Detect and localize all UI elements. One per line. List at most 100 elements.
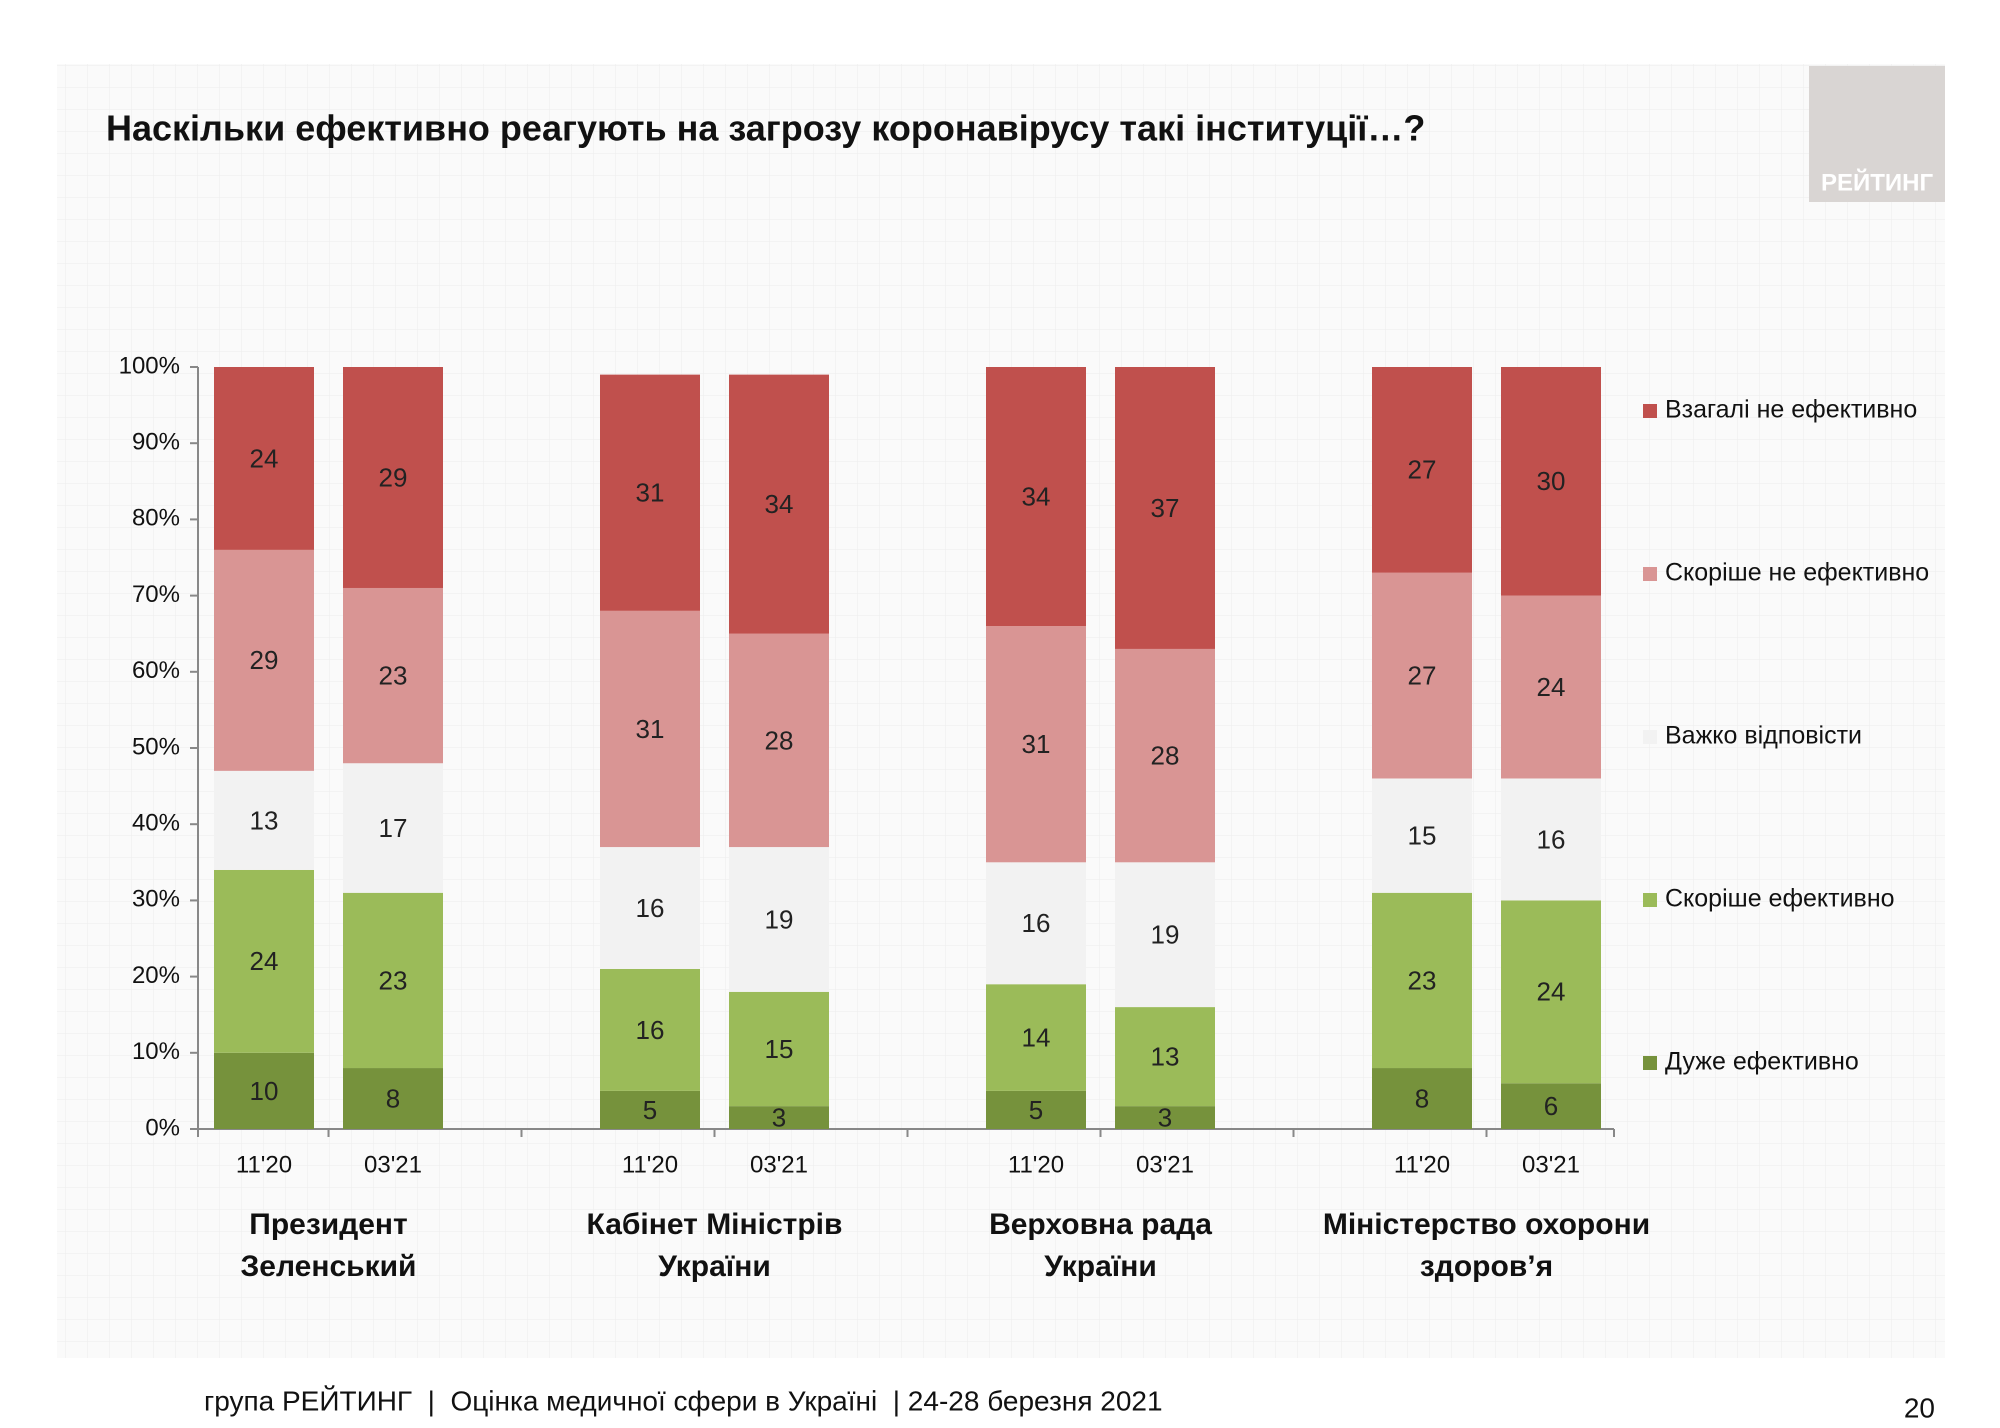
- y-tick-label: 90%: [132, 429, 180, 456]
- bar-segment: [1115, 1106, 1215, 1129]
- y-tick-label: 100%: [119, 352, 180, 379]
- bar-segment: [600, 1090, 700, 1129]
- bar-segment: [986, 626, 1086, 863]
- bar-segment: [729, 374, 829, 634]
- bar-segment: [343, 1068, 443, 1129]
- data-label: 28: [765, 725, 794, 755]
- data-label: 15: [1408, 821, 1437, 851]
- data-label: 31: [1022, 729, 1051, 759]
- data-label: 3: [1158, 1102, 1172, 1132]
- bar-segment: [1501, 778, 1601, 901]
- data-label: 31: [636, 478, 665, 508]
- group-label: Президент: [249, 1208, 407, 1241]
- y-tick-label: 70%: [132, 581, 180, 608]
- data-label: 24: [250, 443, 279, 473]
- bar-segment: [343, 892, 443, 1069]
- legend-label: Важко відповісти: [1665, 722, 1862, 750]
- data-label: 34: [765, 489, 794, 519]
- bar-segment: [729, 991, 829, 1107]
- bar-segment: [600, 968, 700, 1091]
- data-label: 15: [765, 1034, 794, 1064]
- bar-segment: [986, 862, 1086, 985]
- legend-label: Скоріше не ефективно: [1665, 559, 1929, 587]
- data-label: 17: [379, 813, 408, 843]
- data-label: 19: [765, 904, 794, 934]
- group-label: здоров’я: [1420, 1250, 1553, 1283]
- bar-segment: [600, 610, 700, 848]
- data-label: 23: [1408, 965, 1437, 995]
- data-label: 19: [1151, 920, 1180, 950]
- y-tick-label: 40%: [132, 810, 180, 837]
- x-tick-label: 11'20: [236, 1151, 292, 1178]
- bar-segment: [1372, 778, 1472, 893]
- legend-label: Скоріше ефективно: [1665, 885, 1895, 913]
- legend-marker: [1643, 404, 1657, 418]
- x-tick-label: 03'21: [364, 1151, 422, 1178]
- data-label: 16: [636, 893, 665, 923]
- x-tick-label: 11'20: [622, 1151, 678, 1178]
- data-label: 8: [386, 1083, 400, 1113]
- data-label: 3: [772, 1102, 786, 1132]
- data-label: 16: [636, 1015, 665, 1045]
- x-tick-label: 03'21: [1136, 1151, 1194, 1178]
- data-label: 5: [1029, 1095, 1043, 1125]
- bar-segment: [986, 1090, 1086, 1129]
- bar-segment: [1115, 648, 1215, 863]
- bar-segment: [214, 367, 314, 550]
- data-label: 29: [250, 645, 279, 675]
- x-tick-label: 11'20: [1394, 1151, 1450, 1178]
- group-label: України: [658, 1250, 771, 1283]
- data-label: 14: [1022, 1022, 1051, 1052]
- data-label: 10: [250, 1076, 279, 1106]
- bar-segment: [1372, 367, 1472, 573]
- data-label: 27: [1408, 660, 1437, 690]
- bar-segment: [214, 869, 314, 1053]
- group-label: Міністерство охорони: [1323, 1208, 1650, 1241]
- bar-segment: [729, 633, 829, 848]
- bar-segment: [343, 587, 443, 764]
- bar-segment: [343, 763, 443, 893]
- y-tick-label: 10%: [132, 1038, 180, 1065]
- legend-label: Дуже ефективно: [1665, 1048, 1859, 1076]
- bar-segment: [986, 367, 1086, 627]
- legend-marker: [1643, 730, 1657, 744]
- footer: група РЕЙТИНГ | Оцінка медичної сфери в …: [204, 1385, 1163, 1416]
- bar-segment: [1501, 900, 1601, 1084]
- logo-box: [1809, 66, 1945, 202]
- data-label: 8: [1415, 1083, 1429, 1113]
- bar-segment: [600, 374, 700, 611]
- y-tick-label: 30%: [132, 886, 180, 913]
- data-label: 16: [1022, 908, 1051, 938]
- data-label: 37: [1151, 493, 1180, 523]
- data-label: 23: [379, 660, 408, 690]
- data-label: 16: [1537, 824, 1566, 854]
- chart-title: Наскільки ефективно реагують на загрозу …: [106, 108, 1425, 149]
- bar-segment: [1115, 1007, 1215, 1107]
- bar-segment: [1501, 1083, 1601, 1129]
- legend-marker: [1643, 567, 1657, 581]
- data-label: 13: [250, 805, 279, 835]
- data-label: 13: [1151, 1041, 1180, 1071]
- bar-segment: [214, 770, 314, 870]
- data-label: 27: [1408, 455, 1437, 485]
- data-label: 24: [1537, 977, 1566, 1007]
- y-tick-label: 0%: [145, 1114, 180, 1141]
- data-label: 28: [1151, 740, 1180, 770]
- bar-segment: [1501, 367, 1601, 596]
- group-label: Верховна рада: [989, 1208, 1212, 1241]
- bar-segment: [1115, 862, 1215, 1008]
- bar-segment: [214, 1052, 314, 1129]
- bar-segment: [600, 847, 700, 969]
- bar-segment: [1372, 1068, 1472, 1129]
- bar-segment: [1372, 892, 1472, 1069]
- group-label: України: [1044, 1250, 1157, 1283]
- page-number: 20: [1904, 1392, 1935, 1423]
- data-label: 6: [1544, 1091, 1558, 1121]
- legend-label: Взагалі не ефективно: [1665, 396, 1917, 424]
- data-label: 29: [379, 462, 408, 492]
- y-tick-label: 60%: [132, 657, 180, 684]
- bar-segment: [729, 1106, 829, 1129]
- y-tick-label: 50%: [132, 733, 180, 760]
- bar-segment: [986, 984, 1086, 1091]
